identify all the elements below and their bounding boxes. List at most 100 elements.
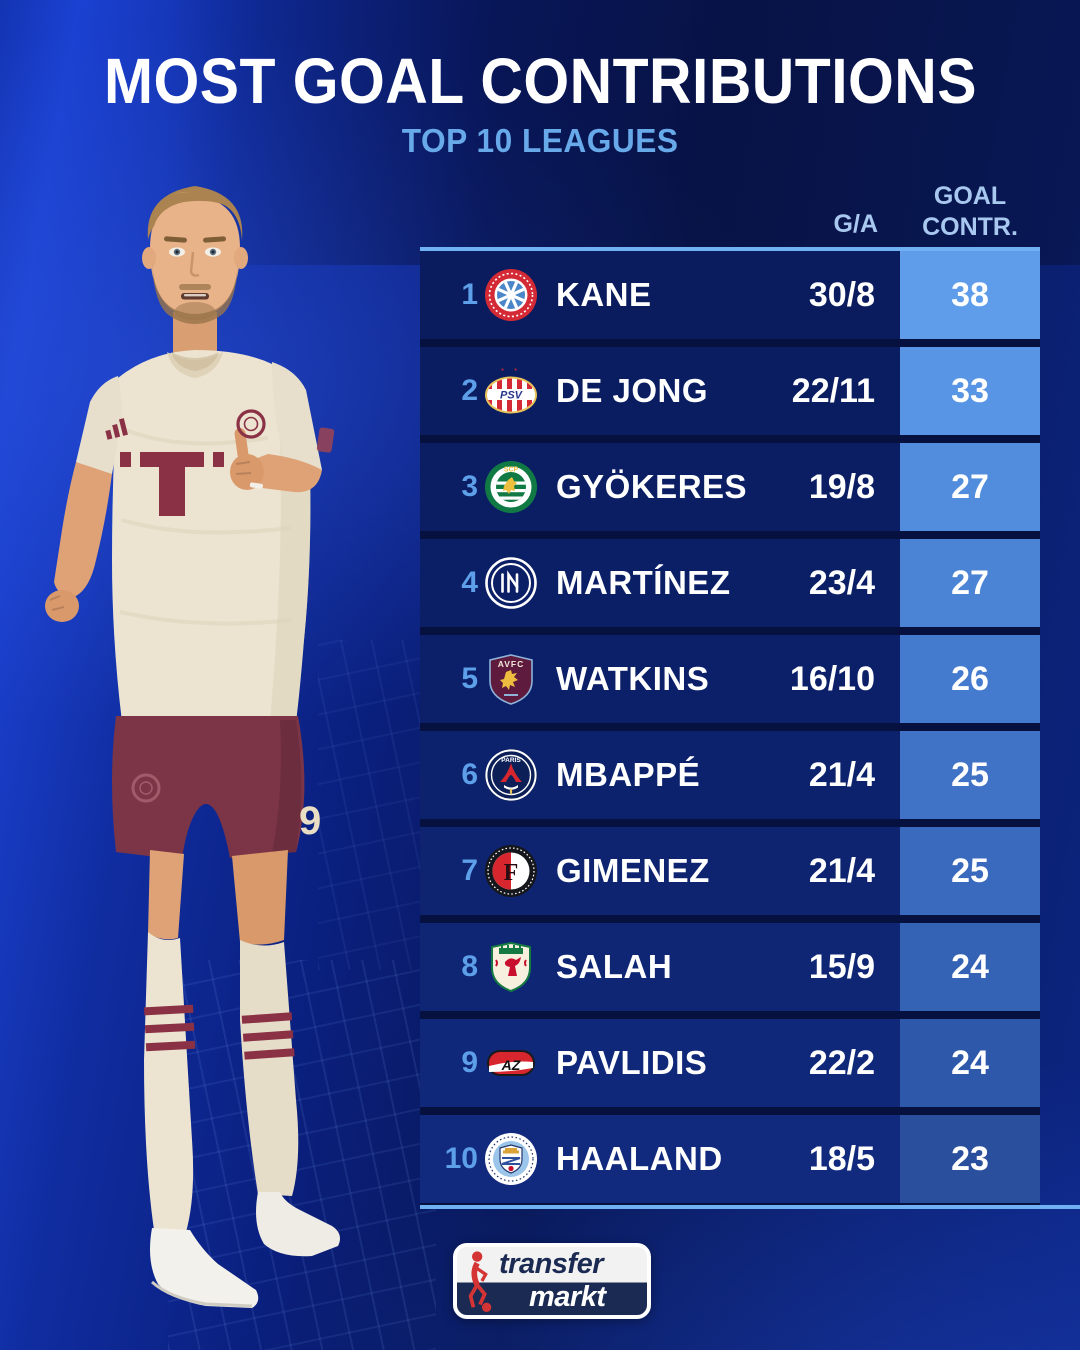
svg-text:AVFC: AVFC (498, 659, 525, 669)
goal-contr-value: 24 (951, 947, 989, 986)
ga-value: 30/8 (808, 275, 875, 314)
table-row: 6 PARIS MBAPPÉ 21/4 25 (420, 731, 1040, 819)
row-player-section: 3 SCP GYÖKERES 19/8 (420, 443, 900, 531)
rank-label: 9 (461, 1046, 478, 1079)
goal-contr-value: 27 (951, 563, 989, 602)
player-name: GIMENEZ (556, 852, 710, 889)
table-row: 3 SCP GYÖKERES 19/8 27 (420, 443, 1040, 531)
paris-saint-germain-badge-icon: PARIS (484, 748, 538, 802)
table-row: 4 MARTÍNEZ 23/4 27 (420, 539, 1040, 627)
goal-contr-cell: 24 (900, 1019, 1040, 1107)
sporting-cp-badge-icon: SCP (484, 460, 538, 514)
ga-value: 22/11 (791, 371, 875, 410)
row-player-section: 7 F GIMENEZ 21/4 (420, 827, 900, 915)
goal-contr-cell: 33 (900, 347, 1040, 435)
column-header-contr-line2: CONTR. (922, 213, 1018, 241)
goal-contr-cell: 38 (900, 251, 1040, 339)
ga-value: 15/9 (808, 947, 875, 986)
goal-contr-cell: 27 (900, 539, 1040, 627)
goal-contr-value: 38 (951, 275, 989, 314)
ga-value: 19/8 (808, 467, 875, 506)
svg-text:AZ: AZ (501, 1057, 521, 1073)
transfermarkt-player-icon (468, 1251, 492, 1313)
row-player-section: 10 HAALAND 18/5 (420, 1115, 900, 1203)
brand-word-transfer: transfer (499, 1248, 604, 1280)
player-photo: 9 (45, 186, 340, 1308)
row-player-section: 4 MARTÍNEZ 23/4 (420, 539, 900, 627)
ga-value: 16/10 (789, 659, 875, 698)
player-name: PAVLIDIS (556, 1044, 708, 1081)
player-name: SALAH (556, 948, 673, 985)
svg-text:SCP: SCP (504, 467, 519, 474)
rank-label: 4 (461, 566, 478, 599)
goal-contr-value: 25 (951, 851, 989, 890)
ga-value: 21/4 (808, 851, 875, 890)
goal-contr-cell: 25 (900, 731, 1040, 819)
ga-value: 21/4 (808, 755, 875, 794)
table-row: 8 SALAH 15/9 24 (420, 923, 1040, 1011)
page-title: MOST GOAL CONTRIBUTIONS (103, 45, 977, 117)
goal-contr-cell: 27 (900, 443, 1040, 531)
page-subtitle: TOP 10 LEAGUES (401, 122, 679, 159)
ranking-table: 1 KANE 30/8 38 2 * * PSV DE JONG 22/11 33 … (420, 251, 1040, 1203)
player-name: MARTÍNEZ (556, 564, 731, 601)
rank-label: 8 (461, 950, 478, 983)
liverpool-badge-icon (484, 940, 538, 994)
player-name: MBAPPÉ (556, 756, 701, 793)
player-name: GYÖKERES (556, 468, 748, 505)
row-player-section: 5 AVFC WATKINS 16/10 (420, 635, 900, 723)
ga-value: 22/2 (808, 1043, 875, 1082)
brand-word-markt: markt (529, 1281, 606, 1313)
svg-text:F: F (504, 860, 519, 886)
ga-value: 23/4 (808, 563, 875, 602)
goal-contr-cell: 25 (900, 827, 1040, 915)
goal-contr-value: 33 (951, 371, 989, 410)
aston-villa-badge-icon: AVFC (484, 652, 538, 706)
row-player-section: 1 KANE 30/8 (420, 251, 900, 339)
bayern-munich-badge-icon (484, 268, 538, 322)
goal-contr-value: 24 (951, 1043, 989, 1082)
row-player-section: 8 SALAH 15/9 (420, 923, 900, 1011)
goal-contr-value: 25 (951, 755, 989, 794)
row-player-section: 2 * * PSV DE JONG 22/11 (420, 347, 900, 435)
goal-contr-cell: 24 (900, 923, 1040, 1011)
rank-label: 6 (461, 758, 478, 791)
column-header-ga: G/A (833, 210, 878, 238)
svg-text:PARIS: PARIS (501, 757, 521, 764)
row-player-section: 9 AZ PAVLIDIS 22/2 (420, 1019, 900, 1107)
svg-text:9: 9 (299, 799, 321, 843)
table-top-border (420, 247, 1040, 251)
table-row: 9 AZ PAVLIDIS 22/2 24 (420, 1019, 1040, 1107)
player-name: HAALAND (556, 1140, 723, 1177)
rank-label: 5 (461, 662, 478, 695)
inter-milan-badge-icon (484, 556, 538, 610)
goal-contr-cell: 26 (900, 635, 1040, 723)
transfermarkt-logo: transfer markt (453, 1243, 651, 1319)
table-bottom-border (420, 1205, 1080, 1209)
goal-contr-value: 26 (951, 659, 989, 698)
player-name: WATKINS (556, 660, 710, 697)
rank-label: 7 (461, 854, 478, 887)
rank-label: 10 (444, 1142, 478, 1175)
table-row: 10 HAALAND 18/5 23 (420, 1115, 1040, 1203)
rank-label: 2 (461, 374, 478, 407)
player-name: DE JONG (556, 372, 709, 409)
column-header-goal-line1: GOAL (933, 182, 1007, 210)
svg-text:*: * (501, 367, 504, 376)
manchester-city-badge-icon (484, 1132, 538, 1186)
column-header-goal-contr: GOAL CONTR. (900, 181, 1040, 243)
table-row: 1 KANE 30/8 38 (420, 251, 1040, 339)
rank-label: 3 (461, 470, 478, 503)
table-row: 7 F GIMENEZ 21/4 25 (420, 827, 1040, 915)
svg-text:PSV: PSV (500, 390, 524, 402)
goal-contr-value: 23 (951, 1139, 989, 1178)
ga-value: 18/5 (808, 1139, 875, 1178)
az-alkmaar-badge-icon: AZ (484, 1036, 538, 1090)
svg-text:*: * (514, 367, 517, 376)
row-player-section: 6 PARIS MBAPPÉ 21/4 (420, 731, 900, 819)
feyenoord-badge-icon: F (484, 844, 538, 898)
goal-contr-cell: 23 (900, 1115, 1040, 1203)
rank-label: 1 (461, 278, 478, 311)
goal-contr-value: 27 (951, 467, 989, 506)
